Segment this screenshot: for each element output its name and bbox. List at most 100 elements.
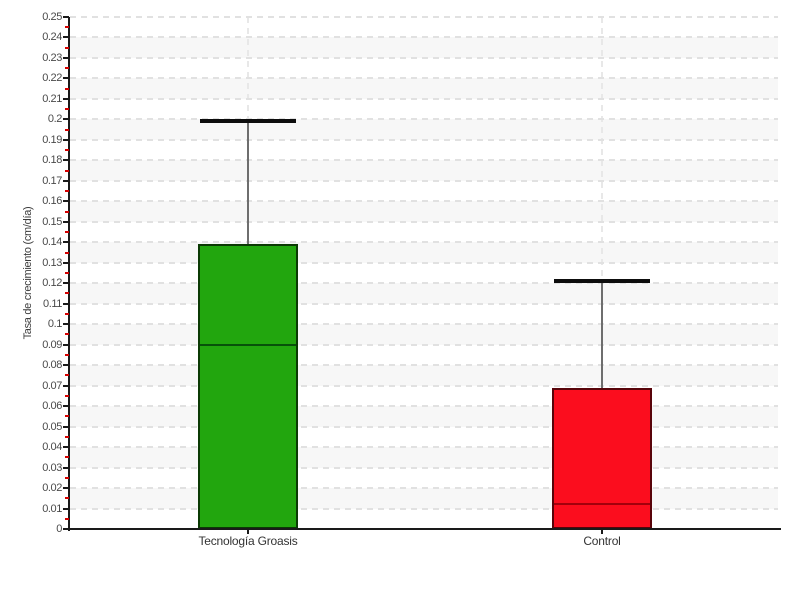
h-gridline bbox=[70, 97, 778, 100]
h-gridline bbox=[70, 384, 778, 387]
y-tick-label: 0.09 bbox=[42, 338, 62, 351]
y-major-tick bbox=[63, 302, 69, 305]
h-gridline bbox=[70, 118, 778, 121]
y-major-tick bbox=[63, 200, 69, 203]
h-gridline bbox=[70, 343, 778, 346]
y-major-tick bbox=[63, 261, 69, 264]
h-gridline bbox=[70, 405, 778, 408]
h-gridline bbox=[70, 241, 778, 244]
y-minor-tick bbox=[65, 87, 69, 90]
h-gridline bbox=[70, 487, 778, 490]
y-major-tick bbox=[63, 384, 69, 387]
y-tick-label: 0.23 bbox=[42, 51, 62, 64]
y-major-tick bbox=[63, 138, 69, 141]
y-tick-label: 0.18 bbox=[42, 154, 62, 167]
h-gridline bbox=[70, 220, 778, 223]
h-gridline bbox=[70, 282, 778, 285]
plot-row-band bbox=[70, 160, 778, 181]
y-minor-tick bbox=[65, 190, 69, 193]
h-gridline bbox=[70, 466, 778, 469]
h-gridline bbox=[70, 179, 778, 182]
h-gridline bbox=[70, 507, 778, 510]
y-major-tick bbox=[63, 36, 69, 39]
h-gridline bbox=[70, 261, 778, 264]
y-minor-tick bbox=[65, 374, 69, 377]
h-gridline bbox=[70, 323, 778, 326]
y-major-tick bbox=[63, 282, 69, 285]
h-gridline bbox=[70, 77, 778, 80]
whisker-cap bbox=[554, 279, 650, 284]
y-minor-tick bbox=[65, 272, 69, 274]
plot-row-band bbox=[70, 406, 778, 427]
x-category-label: Control bbox=[583, 534, 621, 548]
y-minor-tick bbox=[65, 517, 69, 520]
y-major-tick bbox=[63, 118, 69, 121]
y-tick-label: 0.15 bbox=[42, 215, 62, 228]
y-major-tick bbox=[63, 179, 69, 182]
y-minor-tick bbox=[65, 128, 69, 131]
y-minor-tick bbox=[65, 231, 69, 234]
y-tick-label: 0.17 bbox=[42, 174, 62, 187]
y-minor-tick bbox=[65, 251, 69, 254]
x-category-label: Tecnología Groasis bbox=[198, 534, 298, 548]
whisker-cap bbox=[200, 119, 296, 124]
y-tick-label: 0.19 bbox=[42, 133, 62, 146]
y-tick-label: 0.25 bbox=[42, 11, 62, 23]
bar bbox=[552, 387, 652, 529]
x-tick bbox=[247, 530, 249, 534]
y-tick-label: 0.22 bbox=[42, 72, 62, 85]
h-gridline bbox=[70, 159, 778, 162]
y-tick-label: 0.01 bbox=[42, 502, 62, 515]
h-gridline bbox=[70, 16, 778, 18]
plot-row-band bbox=[70, 78, 778, 99]
y-minor-tick bbox=[65, 292, 69, 295]
y-minor-tick bbox=[65, 456, 69, 459]
h-gridline bbox=[70, 200, 778, 203]
y-tick-label: 0.05 bbox=[42, 420, 62, 433]
y-minor-tick bbox=[65, 108, 69, 111]
y-minor-tick bbox=[65, 312, 69, 315]
h-gridline bbox=[70, 138, 778, 141]
y-minor-tick bbox=[65, 394, 69, 397]
y-tick-label: 0.12 bbox=[42, 277, 62, 290]
whisker-line bbox=[601, 281, 603, 388]
y-major-tick bbox=[63, 159, 69, 162]
plot-row-band bbox=[70, 201, 778, 222]
plot-row-band bbox=[70, 488, 778, 509]
plot-row-band bbox=[70, 447, 778, 468]
y-tick-label: 0.11 bbox=[43, 297, 62, 310]
bar bbox=[198, 244, 298, 529]
y-major-tick bbox=[63, 220, 69, 223]
y-minor-tick bbox=[65, 497, 69, 500]
y-tick-label: 0.24 bbox=[42, 31, 62, 44]
y-major-tick bbox=[63, 56, 69, 59]
y-major-tick bbox=[63, 487, 69, 490]
y-minor-tick bbox=[65, 149, 69, 152]
bar-inner-line bbox=[554, 503, 650, 506]
plot-row-band bbox=[70, 242, 778, 263]
x-axis-line bbox=[68, 528, 781, 530]
y-tick-label: 0.16 bbox=[42, 195, 62, 208]
y-major-tick bbox=[63, 77, 69, 80]
y-tick-label: 0.2 bbox=[47, 113, 62, 126]
y-major-tick bbox=[63, 323, 69, 326]
y-tick-label: 0.1 bbox=[47, 318, 62, 331]
y-minor-tick bbox=[65, 169, 69, 172]
y-major-tick bbox=[63, 405, 69, 408]
y-major-tick bbox=[63, 364, 69, 367]
y-tick-label: 0.07 bbox=[42, 379, 62, 392]
y-minor-tick bbox=[65, 333, 69, 336]
y-tick-label: 0.21 bbox=[42, 92, 62, 105]
plot-row-band bbox=[70, 119, 778, 140]
y-minor-tick bbox=[65, 46, 69, 49]
h-gridline bbox=[70, 56, 778, 59]
y-major-tick bbox=[63, 528, 69, 530]
v-gridline bbox=[601, 17, 603, 529]
y-major-tick bbox=[63, 425, 69, 428]
h-gridline bbox=[70, 36, 778, 39]
plot-row-band bbox=[70, 37, 778, 58]
plot-row-band bbox=[70, 324, 778, 345]
y-minor-tick bbox=[65, 67, 69, 70]
y-minor-tick bbox=[65, 435, 69, 438]
